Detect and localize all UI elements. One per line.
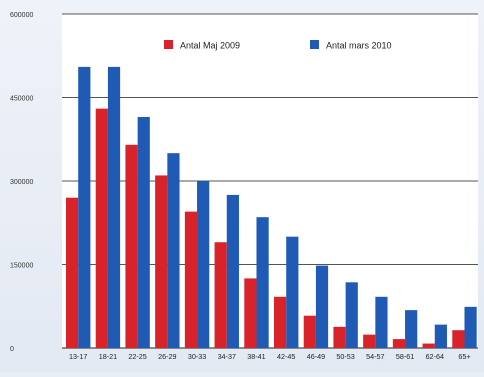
y-tick-label: 300000 [10, 179, 33, 186]
y-tick-label: 450000 [10, 96, 33, 103]
bar-mars-2010 [286, 236, 299, 348]
x-tick-label: 65+ [458, 352, 470, 361]
bar-mars-2010 [375, 296, 388, 348]
x-tick-label: 18-21 [99, 352, 117, 361]
x-tick-label: 58-61 [396, 352, 414, 361]
y-tick-label: 600000 [10, 12, 33, 19]
bar-mars-2010 [226, 194, 239, 348]
bar-maj-2009 [303, 315, 316, 348]
bar-maj-2009 [422, 343, 435, 348]
bars [66, 66, 477, 348]
x-tick-label: 30-33 [188, 352, 206, 361]
bar-maj-2009 [274, 296, 287, 348]
x-tick-label: 22-25 [128, 352, 146, 361]
x-tick-label: 54-57 [366, 352, 384, 361]
y-tick-label: 0 [10, 346, 14, 353]
x-tick-label: 46-49 [307, 352, 325, 361]
y-tick-label: 150000 [10, 263, 33, 270]
bar-mars-2010 [197, 181, 210, 348]
x-tick-label: 50-53 [336, 352, 354, 361]
legend-swatch [310, 40, 319, 49]
legend: Antal Maj 2009 Antal mars 2010 [164, 40, 392, 51]
bar-mars-2010 [315, 265, 329, 348]
bar-maj-2009 [214, 242, 227, 348]
x-tick-label: 34-37 [218, 352, 236, 361]
x-tick-label: 26-29 [158, 352, 176, 361]
bar-mars-2010 [345, 282, 358, 348]
legend-label: Antal Maj 2009 [180, 41, 240, 51]
legend-label: Antal mars 2010 [326, 41, 392, 51]
bar-mars-2010 [137, 116, 150, 348]
bar-mars-2010 [434, 324, 447, 348]
bar-maj-2009 [66, 197, 79, 348]
x-tick-label: 42-45 [277, 352, 295, 361]
bar-maj-2009 [333, 326, 346, 348]
bar-mars-2010 [464, 306, 477, 348]
bar-maj-2009 [95, 108, 108, 348]
bar-mars-2010 [167, 153, 180, 348]
bar-maj-2009 [363, 334, 376, 348]
bar-maj-2009 [392, 339, 406, 348]
x-tick-label: 38-41 [247, 352, 265, 361]
legend-swatch [164, 40, 173, 49]
x-tick-labels: 13-17 18-21 22-25 26-29 30-33 34-37 38-41 42-45… [69, 352, 471, 361]
bar-mars-2010 [256, 217, 269, 348]
bar-maj-2009 [184, 211, 198, 348]
x-tick-label: 62-64 [426, 352, 444, 361]
bar-mars-2010 [78, 66, 91, 348]
x-tick-label: 13-17 [69, 352, 87, 361]
bar-maj-2009 [155, 175, 168, 348]
y-tick-labels: 0 150000 300000 450000 600000 [10, 12, 33, 353]
bar-mars-2010 [405, 310, 418, 348]
bar-maj-2009 [452, 330, 465, 348]
bar-maj-2009 [244, 278, 257, 348]
bar-mars-2010 [107, 66, 121, 348]
bar-maj-2009 [125, 144, 138, 348]
